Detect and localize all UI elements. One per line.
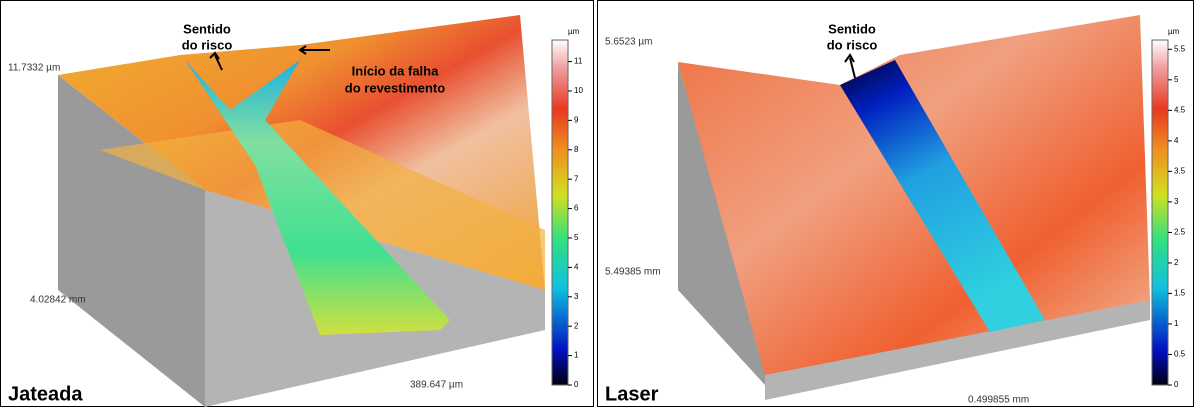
colorbar-tick-label: 0: [1174, 380, 1179, 389]
colorbar-tick-label: 4: [574, 262, 579, 271]
colorbar-tick-label: 3: [574, 292, 579, 301]
colorbar-tick-label: 8: [574, 145, 579, 154]
colorbar: [552, 40, 568, 385]
colorbar-tick-label: 4: [1174, 136, 1179, 145]
colorbar-tick-label: 5.5: [1174, 44, 1186, 53]
colorbar-tick-label: 11: [574, 57, 583, 66]
colorbar-tick-label: 0.5: [1174, 350, 1186, 359]
colorbar-unit: µm: [1168, 27, 1180, 36]
width-label: 389.647 µm: [410, 380, 463, 391]
colorbar-tick-label: 5: [574, 233, 579, 242]
annotation: do risco: [827, 37, 878, 52]
colorbar-tick-label: 3.5: [1174, 166, 1186, 175]
colorbar-tick-label: 9: [574, 115, 579, 124]
colorbar-tick-label: 1.5: [1174, 289, 1186, 298]
width-label: 0.499855 mm: [968, 395, 1029, 406]
colorbar-tick-label: 1: [1174, 319, 1179, 328]
colorbar-tick-label: 4.5: [1174, 105, 1186, 114]
page: Sentido do risco Início da falha do reve…: [0, 0, 1194, 412]
annotation: do risco: [182, 37, 233, 52]
colorbar-tick-label: 7: [574, 174, 579, 183]
panel-label: Jateada: [8, 383, 83, 405]
colorbar-tick-label: 2: [1174, 258, 1179, 267]
colorbar-tick-label: 1: [574, 351, 579, 360]
colorbar-tick-label: 0: [574, 380, 579, 389]
annotation: Sentido: [828, 21, 876, 36]
panel-label: Laser: [605, 383, 659, 405]
annotation: do revestimento: [345, 80, 445, 95]
colorbar-tick-label: 5: [1174, 75, 1179, 84]
colorbar-unit: µm: [568, 27, 580, 36]
colorbar-tick-label: 3: [1174, 197, 1179, 206]
length-label: 4.02842 mm: [30, 295, 86, 306]
length-label: 5.49385 mm: [605, 267, 661, 278]
annotation: Início da falha: [352, 63, 439, 78]
colorbar: [1152, 40, 1168, 385]
height-label: 11.7332 µm: [8, 63, 60, 74]
annotation: Sentido: [183, 21, 231, 36]
height-label: 5.6523 µm: [605, 37, 652, 48]
figure: Sentido do risco Início da falha do reve…: [0, 0, 1194, 407]
colorbar-tick-label: 2: [574, 321, 579, 330]
colorbar-tick-label: 6: [574, 204, 579, 213]
colorbar-tick-label: 10: [574, 86, 583, 95]
colorbar-tick-label: 2.5: [1174, 228, 1186, 237]
